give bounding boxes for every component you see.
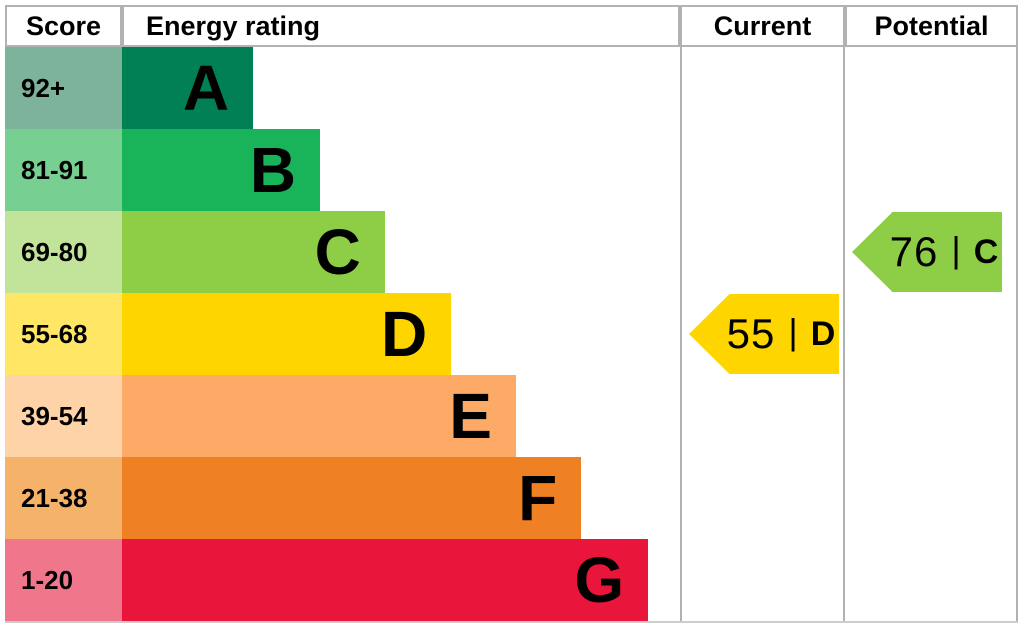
band-letter-d: D	[381, 298, 428, 370]
band-letter-c: C	[314, 216, 361, 288]
potential-separator: |	[951, 229, 961, 270]
rating-bar-d: D	[122, 293, 452, 375]
current-column: 55 | D	[680, 47, 845, 621]
band-letter-a: A	[182, 52, 230, 124]
rating-bar-cell-b: B	[122, 129, 680, 211]
rating-bar-b: B	[122, 129, 321, 211]
rating-bar-cell-g: G	[122, 539, 680, 621]
potential-band-letter: C	[973, 232, 999, 271]
score-cell-e: 39-54	[5, 375, 122, 457]
header-energy-rating: Energy rating	[122, 5, 680, 47]
rating-bar-c: C	[122, 211, 385, 293]
rating-bar-cell-c: C	[122, 211, 680, 293]
score-cell-a: 92+	[5, 47, 122, 129]
current-band-letter: D	[810, 314, 836, 353]
current-separator: |	[788, 311, 798, 352]
header-potential: Potential	[845, 5, 1018, 47]
rating-bar-e: E	[122, 375, 516, 457]
potential-score-value: 76	[889, 228, 939, 275]
rating-bar-g: G	[122, 539, 649, 621]
current-score-value: 55	[726, 310, 776, 357]
rating-bar-cell-a: A	[122, 47, 680, 129]
rating-bar-cell-d: D	[122, 293, 680, 375]
score-cell-b: 81-91	[5, 129, 122, 211]
header-current: Current	[680, 5, 845, 47]
rating-bar-cell-e: E	[122, 375, 680, 457]
header-score: Score	[5, 5, 122, 47]
band-letter-g: G	[574, 544, 625, 616]
score-cell-c: 69-80	[5, 211, 122, 293]
rating-bar-f: F	[122, 457, 582, 539]
rating-bar-a: A	[122, 47, 254, 129]
score-cell-f: 21-38	[5, 457, 122, 539]
score-cell-g: 1-20	[5, 539, 122, 621]
current-rating-arrow: 55 | D	[689, 294, 839, 374]
band-letter-f: F	[518, 462, 558, 534]
potential-rating-arrow: 76 | C	[852, 212, 1002, 292]
band-letter-b: B	[249, 134, 297, 206]
score-cell-d: 55-68	[5, 293, 122, 375]
potential-column: 76 | C	[845, 47, 1018, 621]
band-letter-e: E	[449, 380, 492, 452]
rating-bar-cell-f: F	[122, 457, 680, 539]
epc-energy-rating-chart: Score Energy rating Current Potential 55…	[5, 5, 1018, 623]
